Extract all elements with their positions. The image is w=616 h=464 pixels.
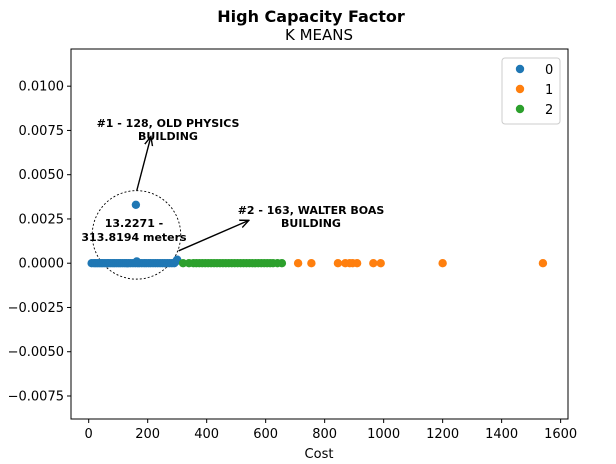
annotation-label: #2 - 163, WALTER BOAS [238,204,385,217]
annotation-label: BUILDING [281,217,341,230]
annotation-label: BUILDING [138,130,198,143]
data-point-series-0 [171,257,181,266]
x-tick-label: 1000 [367,427,400,442]
x-axis: 0 200 400 600 800 1000 1200 1400 1600 [85,419,577,442]
x-tick-label: 400 [194,427,219,442]
data-point-series-0 [131,200,141,209]
data-point-series-1 [438,259,447,268]
legend-label: 0 [545,63,553,78]
y-tick-label: 0.0100 [19,80,65,95]
legend-marker [515,84,525,94]
x-tick-label: 200 [135,427,160,442]
legend-marker [515,64,525,74]
radius-circle [91,190,182,280]
y-tick-label: 0.0075 [19,124,65,139]
y-tick-label: 0.0000 [19,257,65,272]
x-tick-label: 800 [312,427,337,442]
data-point-series-1 [307,259,316,268]
annotation-label: 13.2271 - [105,217,164,230]
annotation-label: #1 - 128, OLD PHYSICS [97,117,240,130]
x-tick-label: 0 [85,427,93,442]
annotation-label: 313.8194 meters [81,231,187,244]
data-point-series-1 [538,259,548,268]
y-tick-label: 0.0025 [19,212,65,227]
annotation-arrow [178,221,248,252]
x-tick-label: 1200 [426,427,459,442]
legend-marker [515,104,525,114]
x-tick-label: 1600 [544,427,577,442]
legend-label: 1 [545,83,553,98]
legend: 0 1 2 [501,57,561,125]
annotation-arrow [136,138,151,191]
y-tick-label: −0.0075 [8,389,64,404]
data-points [87,200,548,268]
x-axis-label: Cost [305,447,334,462]
data-point-series-0 [132,257,141,266]
y-axis: −0.0075 −0.0050 −0.0025 0.0000 0.0025 0.0050 0… [8,80,71,404]
y-tick-label: 0.0050 [19,168,65,183]
radius-circle-outline [91,190,182,280]
data-point-series-2 [277,259,287,268]
y-tick-label: −0.0025 [8,301,64,316]
data-point-series-1 [352,259,362,268]
data-point-series-1 [333,259,343,268]
x-tick-label: 600 [253,427,278,442]
y-tick-label: −0.0050 [8,345,64,360]
legend-label: 2 [545,103,553,118]
data-point-series-1 [369,259,378,268]
chart-title: High Capacity Factor [217,7,405,26]
x-tick-label: 1400 [485,427,518,442]
data-point-series-1 [293,259,303,268]
chart-subtitle: K MEANS [285,26,353,44]
data-point-series-1 [376,259,385,268]
data-point-series-2 [178,259,188,268]
plot-area [70,48,569,420]
